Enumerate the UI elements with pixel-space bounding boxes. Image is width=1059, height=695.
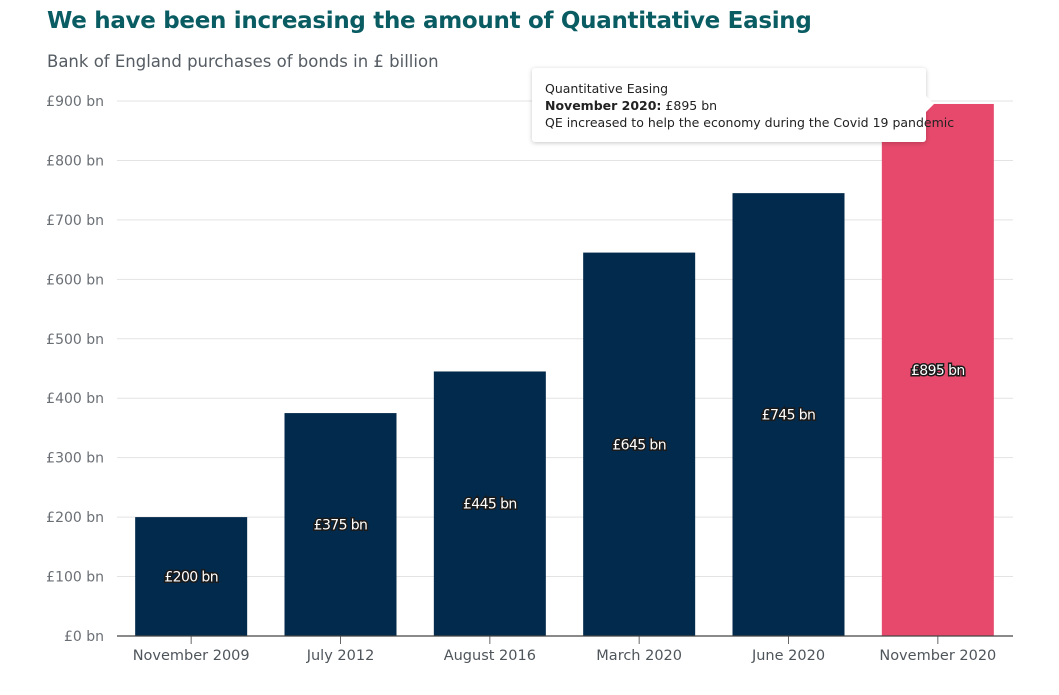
- x-category-label: July 2012: [306, 648, 375, 664]
- bar-data-label: £200 bn: [164, 570, 218, 586]
- x-category-label: November 2020: [879, 648, 996, 664]
- y-tick-label: £800 bn: [46, 153, 104, 169]
- chart-title: We have been increasing the amount of Qu…: [47, 8, 812, 34]
- bar-data-label: £745 bn: [762, 408, 816, 424]
- bar-data-label: £445 bn: [463, 497, 517, 513]
- bar-data-label: £375 bn: [314, 518, 368, 534]
- x-category-label: March 2020: [596, 648, 682, 664]
- y-tick-label: £200 bn: [46, 510, 104, 526]
- bar[interactable]: [732, 193, 845, 636]
- tooltip-point: November 2020: £895 bn: [545, 97, 914, 114]
- tooltip-note: QE increased to help the economy during …: [545, 115, 955, 130]
- bar[interactable]: [433, 371, 546, 636]
- y-tick-label: £600 bn: [46, 272, 104, 288]
- bar[interactable]: [583, 252, 696, 637]
- bar[interactable]: [135, 517, 248, 636]
- chart-subtitle: Bank of England purchases of bonds in £ …: [47, 52, 439, 71]
- y-tick-label: £500 bn: [46, 332, 104, 348]
- bar-data-label: £895 bn: [911, 363, 965, 379]
- chart-tooltip: Quantitative Easing November 2020: £895 …: [532, 68, 955, 142]
- y-tick-label: £100 bn: [46, 570, 104, 586]
- y-tick-label: £0 bn: [64, 629, 104, 645]
- x-category-label: June 2020: [751, 648, 825, 664]
- x-category-label: November 2009: [133, 648, 250, 664]
- tooltip-point-value: £895 bn: [665, 98, 718, 113]
- bar-data-label: £645 bn: [612, 437, 666, 453]
- bar[interactable]: [284, 413, 397, 636]
- y-tick-label: £300 bn: [46, 451, 104, 467]
- y-tick-label: £400 bn: [46, 391, 104, 407]
- tooltip-series-name: Quantitative Easing: [545, 81, 669, 96]
- y-tick-label: £700 bn: [46, 213, 104, 229]
- bar[interactable]: [881, 103, 994, 636]
- tooltip-point-label: November 2020:: [545, 98, 662, 113]
- y-tick-label: £900 bn: [46, 94, 104, 110]
- x-category-label: August 2016: [444, 648, 536, 664]
